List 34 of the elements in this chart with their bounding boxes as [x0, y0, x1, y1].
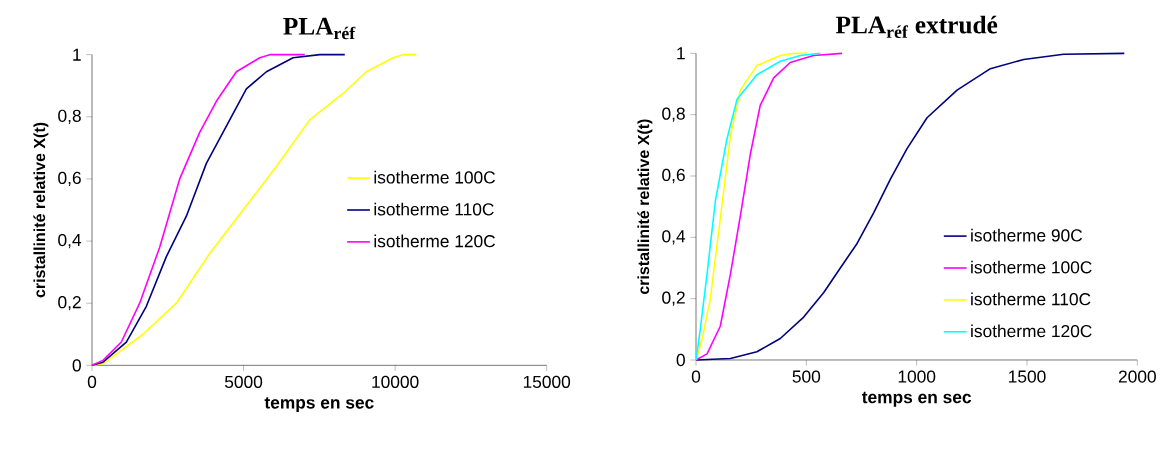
legend-label: isotherme 100C — [971, 260, 1092, 274]
chart-title: PLA$_{réf}$ extrudé — [835, 15, 998, 38]
x-tick-label: 0 — [691, 370, 701, 383]
x-tick-label: 1500 — [1009, 370, 1046, 383]
x-tick-label: 500 — [792, 370, 821, 383]
y-tick-label: 0,2 — [58, 295, 81, 311]
legend-label: isotherme 120C — [971, 324, 1092, 338]
y-tick-label: 0,8 — [662, 107, 685, 122]
x-tick-label: 5000 — [224, 375, 263, 388]
x-tick-label: 0 — [87, 375, 97, 388]
y-tick-label: 1 — [677, 47, 685, 60]
y-axis-title: cristallinité relative X(t) — [33, 122, 49, 298]
y-tick-label: 0,6 — [662, 168, 685, 183]
legend-label: isotherme 120C — [374, 234, 496, 248]
x-tick-label: 2000 — [1118, 370, 1156, 383]
legend-label: isotherme 90C — [971, 228, 1083, 242]
y-tick-label: 0,2 — [662, 291, 685, 306]
y-tick-label: 0,6 — [58, 171, 81, 186]
y-axis-title: cristallinité relative X(t) — [637, 119, 653, 294]
y-tick-label: 0 — [72, 359, 81, 372]
x-axis-title: temps en sec — [264, 396, 374, 412]
legend-label: isotherme 100C — [374, 170, 496, 184]
x-tick-label: 1000 — [898, 370, 936, 383]
x-tick-label: 10000 — [372, 375, 419, 388]
legend-label: isotherme 110C — [971, 292, 1091, 306]
y-tick-label: 1 — [73, 48, 81, 61]
legend-label: isotherme 110C — [374, 202, 494, 216]
y-tick-label: 0,8 — [58, 109, 81, 124]
y-tick-label: 0,4 — [58, 233, 82, 249]
chart-title: PLA$_{réf}$ — [283, 17, 356, 40]
x-axis-title: temps en sec — [861, 391, 972, 407]
y-tick-label: 0,4 — [662, 230, 686, 245]
x-tick-label: 15000 — [523, 375, 571, 388]
y-tick-label: 0 — [676, 353, 685, 366]
